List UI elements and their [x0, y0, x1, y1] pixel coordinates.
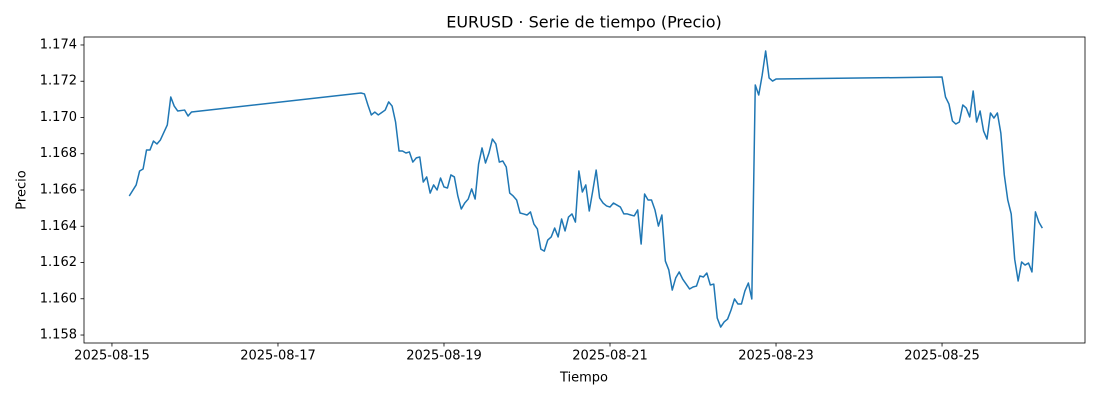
y-tick-label: 1.174 [40, 37, 77, 52]
y-tick-label: 1.160 [40, 291, 77, 306]
x-tick-label: 2025-08-17 [240, 349, 316, 364]
x-axis-label: Tiempo [559, 371, 608, 386]
y-tick-label: 1.170 [40, 110, 77, 125]
y-axis-label: Precio [15, 170, 30, 209]
y-tick-label: 1.168 [40, 146, 77, 161]
x-tick-label: 2025-08-25 [904, 349, 980, 364]
y-tick-label: 1.162 [40, 255, 77, 270]
y-tick-label: 1.166 [40, 183, 77, 198]
y-tick-label: 1.158 [40, 328, 77, 343]
x-tick-label: 2025-08-15 [74, 349, 150, 364]
x-tick-label: 2025-08-23 [738, 349, 814, 364]
x-tick-label: 2025-08-19 [406, 349, 482, 364]
plot-frame [83, 36, 1086, 344]
x-tick-label: 2025-08-21 [572, 349, 648, 364]
price-line [128, 50, 1043, 328]
chart-title: EURUSD · Serie de tiempo (Precio) [446, 13, 722, 32]
y-tick-label: 1.172 [40, 74, 77, 89]
y-tick-label: 1.164 [40, 219, 77, 234]
